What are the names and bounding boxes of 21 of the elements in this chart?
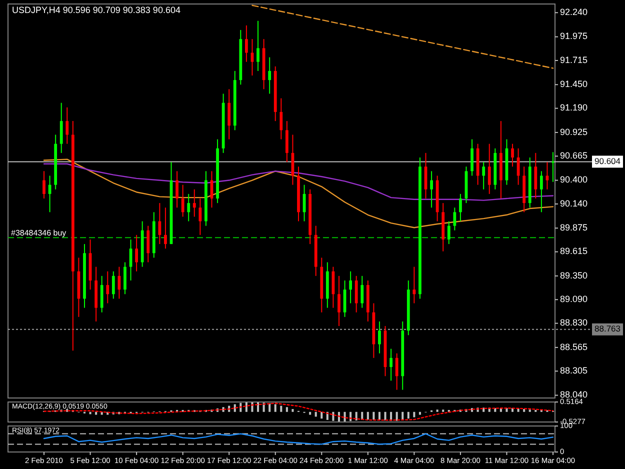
y-tick-label: 88.565 xyxy=(560,342,588,352)
y-tick-label: 91.975 xyxy=(560,31,588,42)
y-tick-label: 91.715 xyxy=(560,54,588,65)
ref-line-label: 90.604 xyxy=(594,156,621,166)
y-tick-label: 88.040 xyxy=(560,390,588,400)
chart-title: USDJPY,H4 90.596 90.709 90.383 90.604 xyxy=(12,5,180,15)
y-tick-label: 89.350 xyxy=(560,270,588,280)
y-tick-label: 90.665 xyxy=(560,150,588,161)
y-tick-label: 88.305 xyxy=(560,366,588,376)
y-tick-label: 91.450 xyxy=(560,78,588,89)
y-tick-label: 89.615 xyxy=(560,246,588,256)
y-tick-label: 91.190 xyxy=(560,102,588,113)
y-tick-label: 89.090 xyxy=(560,294,588,304)
y-tick-label: 90.925 xyxy=(560,126,588,137)
y-tick-label: 90.400 xyxy=(560,174,588,185)
y-tick-label: 92.240 xyxy=(560,7,588,18)
y-tick-label: 90.140 xyxy=(560,198,588,208)
y-tick-label: 88.830 xyxy=(560,318,588,328)
y-tick-label: 89.875 xyxy=(560,222,588,232)
ref-line-label: #38484346 buy xyxy=(11,228,66,238)
ref-line-label: 88.763 xyxy=(594,324,621,334)
